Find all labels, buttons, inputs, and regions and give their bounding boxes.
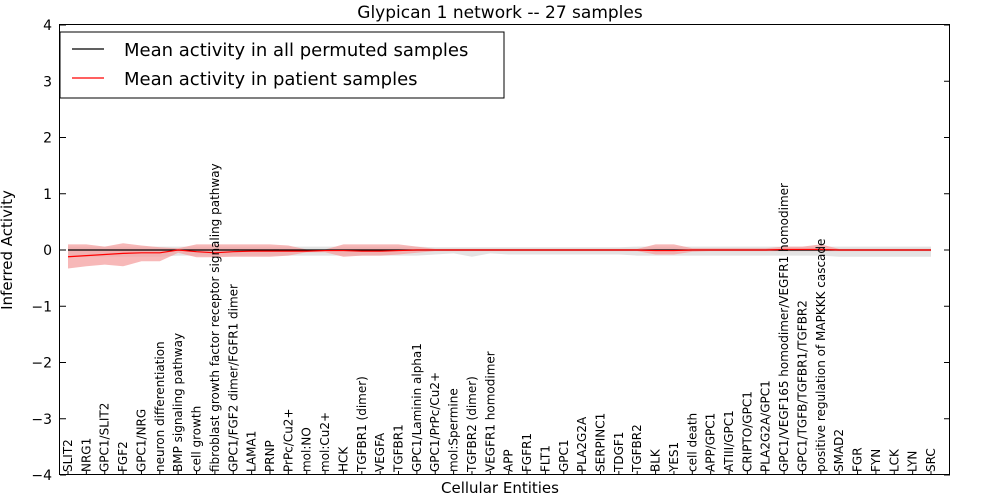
x-tick-label: ATIII/GPC1 [722, 410, 736, 472]
x-tick-label: APP/GPC1 [704, 413, 718, 472]
x-tick-label: cell death [685, 413, 699, 472]
y-tick-label: 1 [43, 187, 52, 203]
x-tick-label: SMAD2 [832, 429, 846, 472]
x-tick-label: cell growth [190, 406, 204, 472]
x-tick-label: SLIT2 [61, 439, 75, 472]
x-tick-label: TGFBR1 [392, 424, 406, 473]
x-tick-label: SERPINC1 [593, 413, 607, 472]
x-tick-label: GPC1/SLIT2 [98, 403, 112, 472]
legend-label-permuted: Mean activity in all permuted samples [124, 40, 468, 61]
x-tick-label: TDGF1 [612, 432, 626, 473]
x-tick-label: GPC1/TGFB/TGFBR1/TGFBR2 [795, 300, 809, 472]
x-tick-label: GPC1/Laminin alpha1 [410, 343, 424, 472]
x-tick-label: VEGFA [373, 432, 387, 472]
x-tick-label: LAMA1 [245, 431, 259, 472]
y-tick-label: 2 [43, 131, 52, 147]
x-tick-label: SRC [924, 448, 938, 472]
x-tick-label: YES1 [667, 442, 681, 473]
chart-title: Glypican 1 network -- 27 samples [357, 3, 643, 23]
y-tick-label: 4 [43, 18, 52, 34]
x-tick-label: PrPc/Cu2+ [281, 408, 295, 472]
x-tick-label: APP [502, 449, 516, 472]
x-tick-label: FGFR1 [520, 433, 534, 472]
series-lines [67, 248, 931, 258]
plot-frame [59, 24, 950, 475]
x-tick-label: positive regulation of MAPKKK cascade [814, 239, 828, 472]
legend-label-patient: Mean activity in patient samples [124, 69, 418, 90]
x-tick-label: GPC1/NRG [134, 409, 148, 472]
x-axis-label: Cellular Entities [441, 479, 559, 497]
x-tick-label: PRNP [263, 440, 277, 472]
x-tick-label: BLK [649, 448, 663, 472]
y-tick-label: 0 [43, 243, 52, 259]
y-axis-label: Inferred Activity [0, 190, 16, 310]
x-tick-label: LYN [906, 451, 920, 472]
x-tick-label: PLA2G2A [575, 416, 589, 472]
x-tick-label: LCK [887, 448, 901, 472]
series-line-patient [67, 248, 931, 258]
x-tick-label: TGFBR1 (dimer) [355, 376, 369, 473]
x-tick-label: NRG1 [79, 438, 93, 472]
legend-box [59, 31, 505, 99]
x-tick-label: GPC1/PrPc/Cu2+ [428, 372, 442, 472]
y-axis: −4 −3 −2 −1 0 1 2 3 4 [31, 18, 950, 484]
x-tick-label: PLA2G2A/GPC1 [759, 380, 773, 472]
x-tick-label: BMP signaling pathway [171, 333, 185, 472]
x-tick-label: TGFBR2 (dimer) [465, 376, 479, 473]
y-tick-label: −4 [31, 468, 52, 484]
x-tick-label: VEGFR1 homodimer [483, 351, 497, 472]
x-tick-labels: SLIT2 NRG1 GPC1/SLIT2 FGF2 GPC1/NRG neuron di… [61, 163, 938, 475]
x-tick-label: FYN [869, 449, 883, 472]
x-tick-label: GPC1/VEGF165 homodimer/VEGFR1 homodimer [777, 183, 791, 472]
x-tick-label: fibroblast growth factor receptor signal… [208, 163, 222, 472]
x-tick-label: FGF2 [116, 441, 130, 472]
y-tick-label: 3 [43, 74, 52, 90]
x-tick-label: CRIPTO/GPC1 [740, 391, 754, 472]
x-tick-label: mol:NO [300, 427, 314, 472]
x-tick-label: HCK [336, 446, 350, 472]
x-tick-label: mol:Cu2+ [318, 412, 332, 472]
x-tick-label: FLT1 [538, 445, 552, 472]
x-tick-label: TGFBR2 [630, 424, 644, 473]
y-tick-label: −3 [31, 412, 52, 428]
x-tick-label: neuron differentiation [153, 341, 167, 472]
x-tick-label: GPC1 [557, 439, 571, 472]
y-tick-label: −1 [31, 299, 52, 315]
y-tick-label: −2 [31, 356, 52, 372]
x-tick-label: GPC1/FGF2 dimer/FGFR1 dimer [226, 284, 240, 472]
legend: Mean activity in all permuted samples Me… [59, 31, 505, 99]
x-tick-label: mol:Spermine [447, 388, 461, 472]
x-tick-label: FGR [851, 447, 865, 472]
